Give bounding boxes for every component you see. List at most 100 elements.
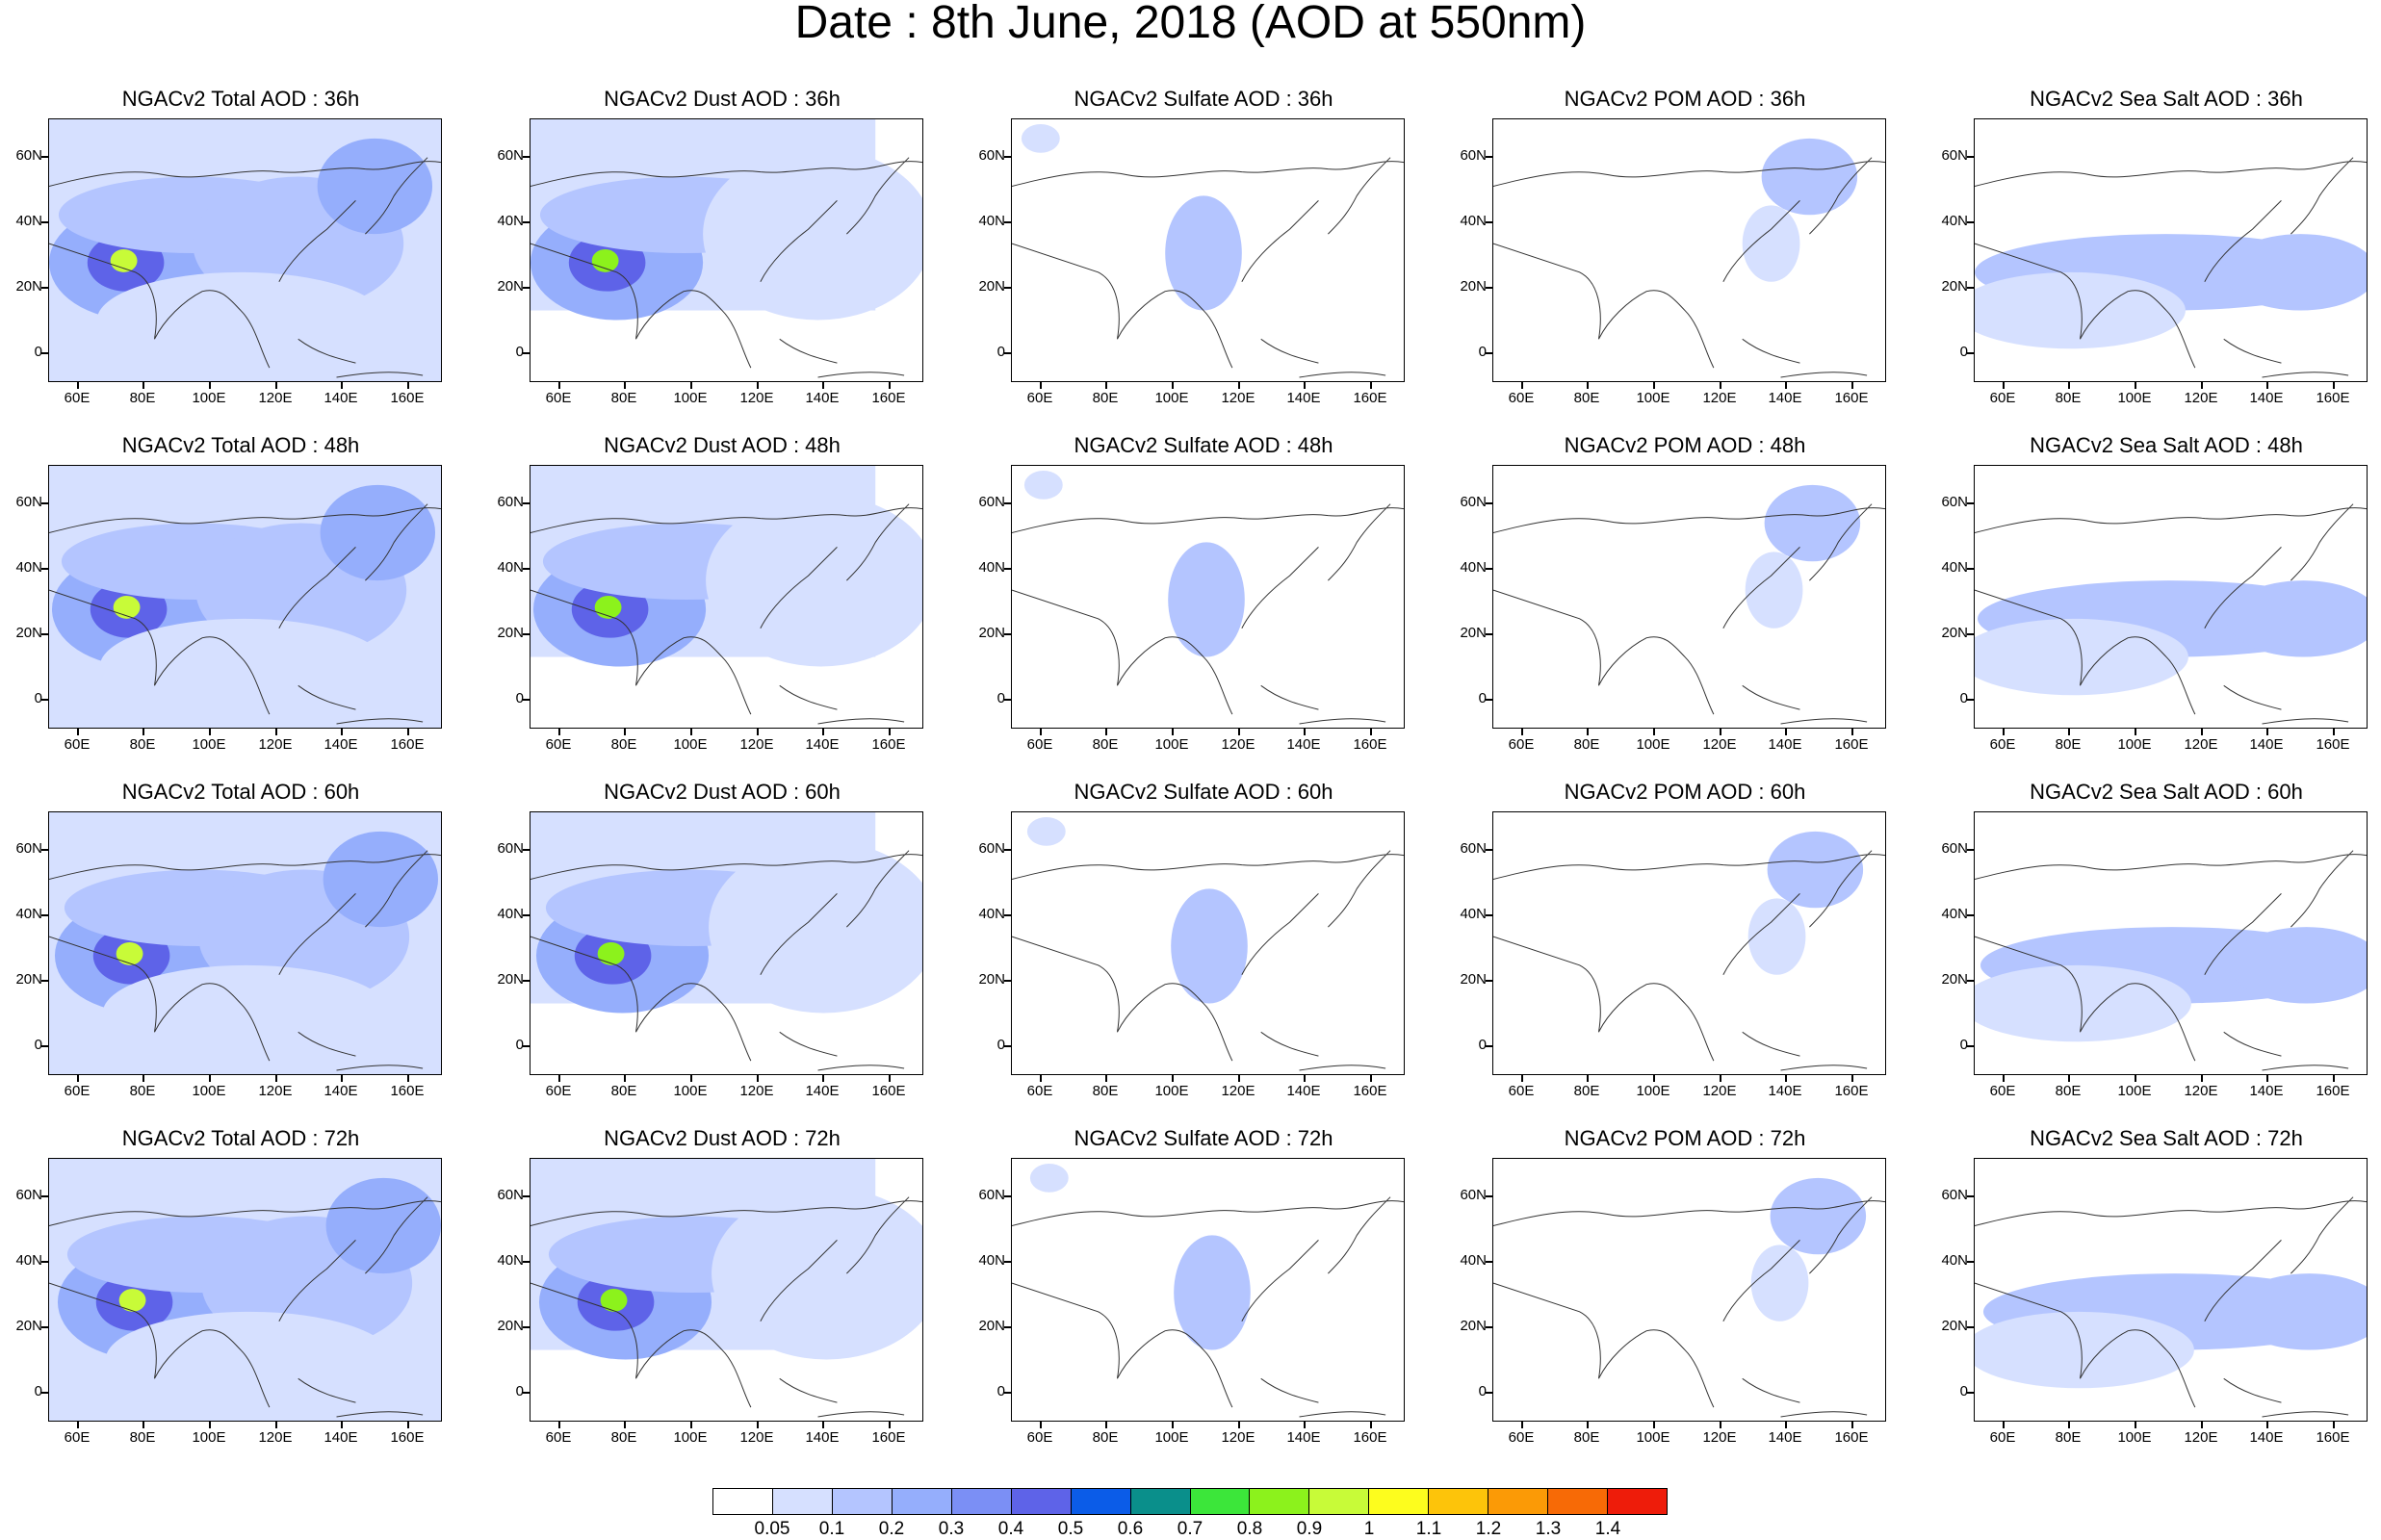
latitude-label: 20N <box>497 625 524 641</box>
longitude-tick <box>1851 382 1853 389</box>
longitude-label: 140E <box>2249 390 2284 406</box>
coastline <box>1012 157 1404 378</box>
aod-map <box>530 811 923 1075</box>
aod-blob <box>1174 1235 1251 1350</box>
coastline <box>1975 850 2367 1071</box>
legend-label: 0.5 <box>1057 1519 1084 1539</box>
latitude-label: 20N <box>497 971 524 988</box>
aod-map <box>1492 118 1886 382</box>
longitude-label: 120E <box>2184 736 2218 753</box>
longitude-label: 60E <box>545 1429 572 1446</box>
longitude-tick <box>2333 1075 2335 1082</box>
longitude-label: 160E <box>1353 1429 1387 1446</box>
aod-map <box>530 1158 923 1422</box>
legend-swatch <box>1608 1489 1667 1514</box>
longitude-label: 80E <box>610 736 637 753</box>
legend-label: 0.6 <box>1117 1519 1144 1539</box>
aod-blob <box>113 596 141 619</box>
longitude-tick <box>2201 729 2203 735</box>
longitude-tick <box>1105 382 1107 389</box>
aod-blob <box>712 1187 922 1360</box>
latitude-tick <box>1004 287 1011 289</box>
latitude-tick <box>1967 352 1974 354</box>
longitude-label: 80E <box>129 1429 156 1446</box>
longitude-tick <box>341 729 343 735</box>
longitude-label: 140E <box>805 736 840 753</box>
coastline <box>49 1196 441 1418</box>
latitude-tick <box>1967 980 1974 982</box>
longitude-label: 80E <box>1573 1083 1600 1099</box>
longitude-label: 80E <box>1092 1083 1119 1099</box>
longitude-label: 100E <box>673 1429 708 1446</box>
latitude-tick <box>1004 352 1011 354</box>
coastline <box>531 503 922 725</box>
latitude-tick <box>523 568 530 570</box>
longitude-tick <box>1304 729 1306 735</box>
longitude-label: 80E <box>129 1083 156 1099</box>
latitude-tick <box>1004 1261 1011 1263</box>
longitude-tick <box>77 382 79 389</box>
latitude-label: 40N <box>15 1252 42 1269</box>
longitude-label: 100E <box>1154 736 1189 753</box>
latitude-tick <box>1004 502 1011 504</box>
longitude-tick <box>142 382 144 389</box>
longitude-tick <box>2068 1075 2070 1082</box>
legend-swatch <box>1011 1489 1072 1514</box>
longitude-tick <box>1304 382 1306 389</box>
latitude-label: 40N <box>1941 1252 1968 1269</box>
legend-label: 1.1 <box>1415 1519 1442 1539</box>
latitude-label: 60N <box>15 840 42 857</box>
longitude-label: 100E <box>1154 1083 1189 1099</box>
map-panel: NGACv2 Sulfate AOD : 72h 60N 40N 20N 0 60E 80E… <box>963 1126 1444 1468</box>
latitude-tick <box>1486 914 1492 916</box>
latitude-label: 60N <box>1941 494 1968 510</box>
latitude-tick <box>41 633 48 635</box>
latitude-tick <box>1967 287 1974 289</box>
panel-title: NGACv2 POM AOD : 60h <box>1564 780 1806 804</box>
aod-map <box>1492 811 1886 1075</box>
latitude-label: 40N <box>1941 559 1968 576</box>
latitude-tick <box>1486 1326 1492 1328</box>
legend-swatch <box>1369 1489 1430 1514</box>
longitude-tick <box>822 1422 824 1428</box>
latitude-tick <box>1967 849 1974 851</box>
longitude-label: 120E <box>258 390 293 406</box>
map-panel: NGACv2 Sulfate AOD : 60h 60N 40N 20N 0 60E 80E… <box>963 780 1444 1121</box>
latitude-label: 40N <box>1941 906 1968 922</box>
longitude-label: 160E <box>2316 1083 2350 1099</box>
longitude-tick <box>690 382 692 389</box>
latitude-label: 20N <box>1460 278 1487 295</box>
latitude-label: 20N <box>978 278 1005 295</box>
latitude-tick <box>1486 1261 1492 1263</box>
aod-map <box>1492 465 1886 729</box>
longitude-tick <box>209 1075 211 1082</box>
latitude-label: 0 <box>1478 690 1487 706</box>
aod-map <box>1011 465 1405 729</box>
coastline <box>1012 850 1404 1071</box>
latitude-label: 20N <box>1460 625 1487 641</box>
latitude-label: 60N <box>1941 840 1968 857</box>
aod-map <box>48 811 442 1075</box>
latitude-label: 40N <box>1460 906 1487 922</box>
longitude-tick <box>1040 382 1042 389</box>
map-panel: NGACv2 Total AOD : 48h 60N 40N 20N 0 60E 80E 10… <box>0 433 481 775</box>
aod-blob <box>1168 542 1245 657</box>
legend-swatch <box>1071 1489 1131 1514</box>
longitude-tick <box>889 1075 891 1082</box>
longitude-tick <box>1521 729 1523 735</box>
longitude-label: 60E <box>1989 736 2016 753</box>
main-title: Date : 8th June, 2018 (AOD at 550nm) <box>794 0 1587 48</box>
panel-title: NGACv2 Sulfate AOD : 48h <box>1074 433 1333 457</box>
latitude-label: 20N <box>497 278 524 295</box>
longitude-label: 160E <box>1834 1083 1869 1099</box>
aod-blob <box>1975 1311 2194 1389</box>
longitude-tick <box>1653 1422 1655 1428</box>
longitude-tick <box>2003 729 2005 735</box>
map-panel: NGACv2 POM AOD : 72h 60N 40N 20N 0 60E 80E 100E… <box>1444 1126 1926 1468</box>
longitude-tick <box>558 1075 560 1082</box>
longitude-label: 60E <box>64 1429 91 1446</box>
legend-label: 0.8 <box>1236 1519 1263 1539</box>
coastline <box>49 850 441 1071</box>
legend-label: 1 <box>1363 1519 1375 1539</box>
legend-label: 0.2 <box>878 1519 905 1539</box>
